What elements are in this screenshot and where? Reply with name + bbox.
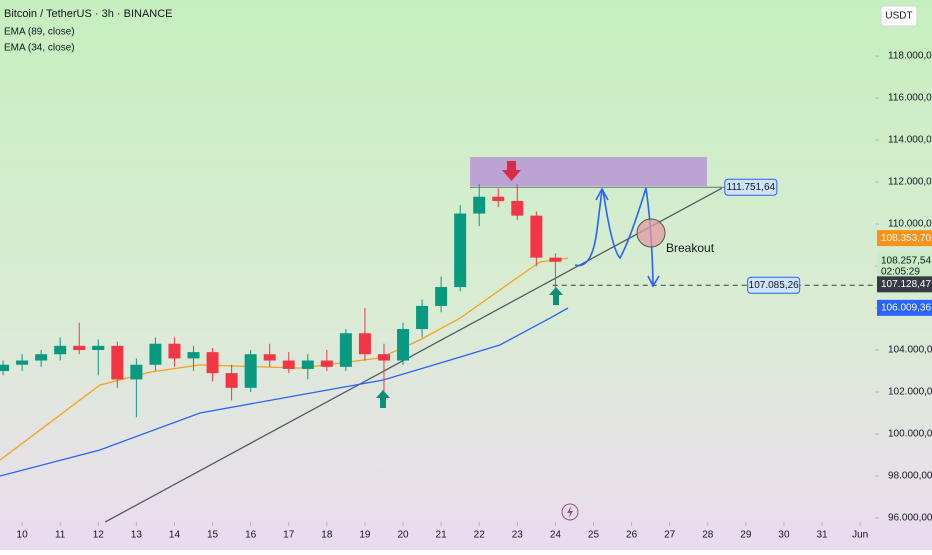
x-tick-label: 19: [359, 530, 371, 541]
price-tag-label: 107.128,47: [881, 279, 931, 290]
arrow-up: [376, 390, 390, 408]
price-tag: [877, 276, 932, 293]
x-tick-label: 24: [550, 530, 562, 541]
candle-body: [54, 345, 67, 355]
candle-body: [263, 354, 276, 361]
ema-line: [0, 307, 569, 477]
x-tick-label: 12: [93, 530, 105, 541]
x-tick-label: 10: [17, 530, 29, 541]
time-axis-strip: [0, 522, 932, 550]
y-tick-label: 118.000,00: [888, 51, 932, 62]
candle-body: [416, 305, 429, 330]
candle-body: [225, 373, 238, 388]
candle-body: [473, 196, 486, 214]
legend-entry: EMA (89, close): [4, 27, 75, 38]
y-tick-label: 114.000,00: [888, 135, 932, 146]
x-tick-label: Jun: [852, 530, 868, 541]
price-tag-label: 108.353,70: [881, 233, 931, 244]
candle-body: [92, 345, 105, 351]
candle-body: [0, 364, 10, 372]
candle-body: [206, 352, 219, 374]
trendline: [104, 187, 723, 523]
callout-label: 111.751,64: [727, 182, 776, 193]
x-tick-label: 20: [397, 530, 409, 541]
arrow-down: [502, 161, 521, 181]
x-tick-label: 28: [702, 530, 714, 541]
countdown: 02:05:29: [881, 266, 920, 277]
y-tick-label: 102.000,00: [888, 387, 932, 398]
callout-box: [724, 178, 778, 196]
candle-body: [511, 200, 524, 216]
x-tick-label: 27: [664, 530, 676, 541]
candle-body: [168, 343, 181, 359]
candle-body: [35, 354, 48, 361]
x-tick-label: 29: [740, 530, 752, 541]
x-tick-label: 25: [588, 530, 600, 541]
candle-body: [130, 364, 143, 380]
x-tick-label: 30: [778, 530, 790, 541]
chart-title: Bitcoin / TetherUS · 3h · BINANCE: [4, 8, 173, 20]
x-tick-label: 17: [283, 530, 295, 541]
x-tick-label: 22: [474, 530, 486, 541]
x-tick-label: 18: [321, 530, 333, 541]
price-tag: [877, 299, 932, 316]
x-tick-label: 26: [626, 530, 638, 541]
y-tick-label: 100.000,00: [888, 429, 932, 440]
price-tag-label: 108.257,54: [881, 255, 931, 266]
x-tick-label: 23: [512, 530, 524, 541]
y-tick-label: 116.000,00: [888, 93, 932, 104]
candle-body: [492, 196, 505, 201]
arrow-up: [549, 287, 563, 305]
x-tick-label: 11: [55, 530, 66, 541]
candle-body: [111, 345, 124, 380]
candle-body: [73, 345, 86, 351]
candle-body: [301, 360, 314, 369]
candle-body: [358, 333, 371, 355]
y-tick-label: 96.000,00: [888, 513, 932, 524]
candle-body: [149, 343, 162, 365]
x-tick-label: 13: [131, 530, 143, 541]
currency-box[interactable]: [880, 5, 918, 27]
candle-body: [16, 360, 29, 365]
x-tick-label: 31: [816, 530, 828, 541]
price-tag-label: 106.009,36: [881, 302, 931, 313]
x-tick-label: 21: [436, 530, 448, 541]
legend-entry: EMA (34, close): [4, 43, 75, 54]
y-tick-label: 98.000,00: [888, 471, 932, 482]
price-tag: [877, 230, 932, 247]
x-tick-label: 14: [169, 530, 181, 541]
candle-body: [377, 354, 390, 361]
candle-body: [397, 329, 410, 361]
x-tick-label: 16: [245, 530, 257, 541]
price-tag: [877, 252, 932, 280]
y-tick-label: 110.000,00: [888, 219, 932, 230]
candle-body: [320, 360, 333, 367]
projection-path: [574, 187, 660, 288]
candle-body: [187, 352, 200, 359]
callout-box: [747, 276, 801, 294]
breakout-label: Breakout: [666, 241, 715, 255]
candle-body: [282, 360, 295, 369]
candle-body: [435, 287, 448, 306]
x-tick-label: 15: [207, 530, 219, 541]
event-icon-bolt: [567, 506, 573, 518]
callout-label: 107.085,26: [749, 280, 799, 291]
candle-body: [549, 257, 562, 262]
candle-body: [339, 333, 352, 367]
currency[interactable]: USDT: [885, 11, 912, 22]
y-tick-label: 104.000,00: [888, 345, 932, 356]
candle-body: [454, 213, 467, 288]
candle-body: [244, 354, 257, 388]
candle-body: [530, 215, 543, 258]
event-icon: [561, 503, 579, 521]
y-tick-label: 112.000,00: [888, 177, 932, 188]
breakout-circle: [636, 218, 666, 248]
